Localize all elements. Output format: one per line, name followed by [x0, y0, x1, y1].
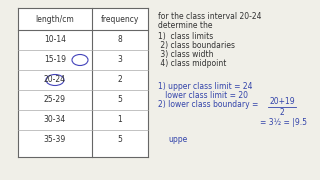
Text: 30-34: 30-34 [44, 116, 66, 125]
Text: 25-29: 25-29 [44, 96, 66, 105]
Text: frequency: frequency [101, 15, 139, 24]
Text: 4) class midpoint: 4) class midpoint [158, 59, 226, 68]
Text: 2: 2 [118, 75, 122, 84]
Text: 3: 3 [117, 55, 123, 64]
Text: 10-14: 10-14 [44, 35, 66, 44]
Text: 20-24: 20-24 [44, 75, 66, 84]
Text: 1)  class limits: 1) class limits [158, 32, 213, 41]
Text: 35-39: 35-39 [44, 136, 66, 145]
Text: length/cm: length/cm [36, 15, 74, 24]
Text: 1: 1 [118, 116, 122, 125]
Text: 2) lower class boundary =: 2) lower class boundary = [158, 100, 258, 109]
Text: 15-19: 15-19 [44, 55, 66, 64]
Text: lower class limit = 20: lower class limit = 20 [158, 91, 248, 100]
Text: 1) upper class limit = 24: 1) upper class limit = 24 [158, 82, 252, 91]
Text: determine the: determine the [158, 21, 212, 30]
Bar [18, 8, 148, 157]
Text: 2) class boundaries: 2) class boundaries [158, 41, 235, 50]
Text: = 3½ = |9.5: = 3½ = |9.5 [260, 118, 307, 127]
Text: uppe: uppe [168, 135, 187, 144]
Text: 5: 5 [117, 96, 123, 105]
Text: for the class interval 20-24: for the class interval 20-24 [158, 12, 261, 21]
Text: 8: 8 [118, 35, 122, 44]
Text: 3) class width: 3) class width [158, 50, 213, 59]
Text: 5: 5 [117, 136, 123, 145]
Text: 2: 2 [280, 108, 284, 117]
Text: 20+19: 20+19 [269, 97, 295, 106]
